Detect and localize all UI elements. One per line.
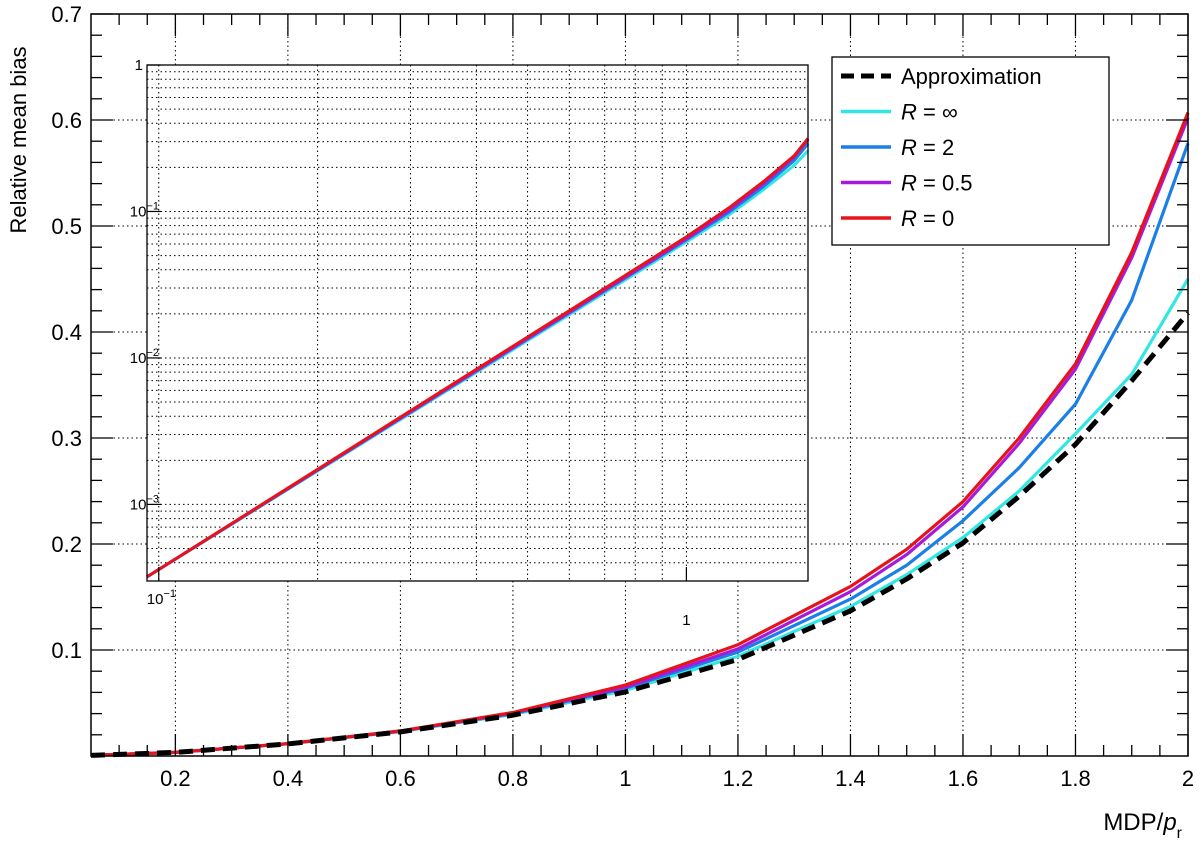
main-x-tick-label: 0.2 xyxy=(160,766,191,791)
main-y-tick-label: 0.5 xyxy=(51,214,82,239)
main-y-tick-label: 0.2 xyxy=(51,532,82,557)
main-x-tick-label: 1.2 xyxy=(723,766,754,791)
inset-ticks: 10−1 1 1 10−1 10−2 10−3 xyxy=(130,57,691,629)
legend: Approximation R = ∞ R = 2 R = 0.5 R = 0 xyxy=(831,56,1110,246)
y-axis-label: Relative mean bias xyxy=(6,46,31,233)
main-y-tick-label: 0.3 xyxy=(51,426,82,451)
main-x-tick-label: 1.4 xyxy=(835,766,866,791)
legend-label: R = 0 xyxy=(901,206,954,231)
inset-y-tick-label: 1 xyxy=(135,57,143,74)
legend-label: R = 2 xyxy=(901,135,954,160)
x-axis-label-sub: r xyxy=(1177,825,1183,841)
inset-plot-frame xyxy=(146,64,809,582)
main-plot-frame xyxy=(90,13,1189,757)
x-axis-label: MDP/pr xyxy=(1103,809,1182,841)
main-ticks: 0.2 0.4 0.6 0.8 1 1.2 1.4 1.6 1.8 2 0.1 0.2 0.3 0.4 0.… xyxy=(51,2,1194,791)
inset-y-tick-label: 10−3 xyxy=(130,493,159,513)
inset-chart: 10−1 1 1 10−1 10−2 10−3 xyxy=(130,57,810,629)
inset-y-tick-label: 10−2 xyxy=(130,347,159,367)
main-series-line xyxy=(90,311,1190,758)
main-x-tick-label: 0.6 xyxy=(385,766,416,791)
legend-label: R = 0.5 xyxy=(901,171,973,196)
x-axis-label-main: MDP/ xyxy=(1103,809,1163,836)
main-x-tick-label: 0.8 xyxy=(498,766,529,791)
inset-x-tick-label: 10−1 xyxy=(147,588,176,608)
main-x-tick-label: 1.6 xyxy=(948,766,979,791)
main-x-tick-label: 0.4 xyxy=(273,766,304,791)
legend-label: Approximation xyxy=(901,64,1042,89)
inset-series xyxy=(146,137,810,579)
main-series xyxy=(90,112,1190,758)
inset-background xyxy=(147,65,808,581)
main-x-tick-label: 1.8 xyxy=(1060,766,1091,791)
main-x-tick-label: 2 xyxy=(1182,766,1194,791)
main-y-tick-label: 0.4 xyxy=(51,320,82,345)
legend-box xyxy=(831,56,1110,246)
inset-x-tick-label: 1 xyxy=(682,612,690,629)
main-x-tick-label: 1 xyxy=(619,766,631,791)
inset-y-tick-label: 10−1 xyxy=(130,200,159,220)
x-axis-label-italic: p xyxy=(1162,809,1176,836)
main-y-tick-label: 0.1 xyxy=(51,638,82,663)
inset-series-line xyxy=(146,137,810,579)
legend-label: R = ∞ xyxy=(901,100,958,125)
inset-grid xyxy=(147,65,808,581)
main-series-line xyxy=(90,112,1190,757)
main-y-tick-label: 0.6 xyxy=(51,108,82,133)
main-y-tick-label: 0.7 xyxy=(51,2,82,27)
